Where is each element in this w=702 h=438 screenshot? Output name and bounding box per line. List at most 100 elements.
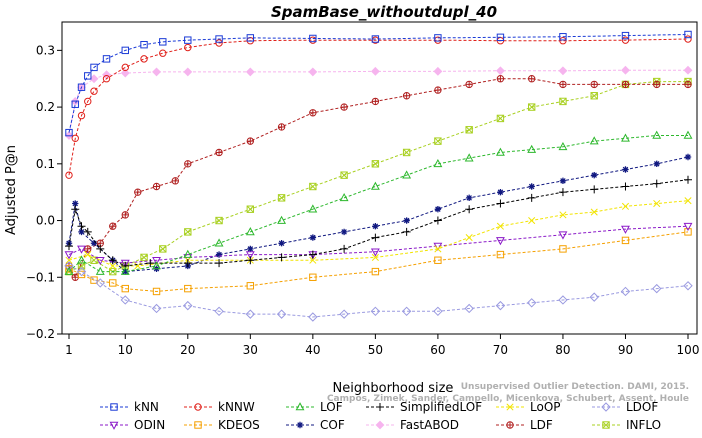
x-tick-label-10: 10	[118, 343, 133, 357]
series-simplifiedlof-point-15	[402, 227, 411, 236]
series-ldof-point-2	[95, 278, 105, 288]
series-cof-point-21	[622, 166, 629, 173]
series-cof-point-1	[72, 200, 79, 207]
series-fastabod-point-10	[370, 66, 380, 76]
series-cof-point-17	[497, 188, 504, 196]
series-lof-point-5	[183, 249, 193, 258]
series-fastabod-point-12	[495, 66, 505, 76]
series-knn-point-13	[371, 35, 380, 43]
legend-item-kdeos: KDEOS	[184, 418, 260, 432]
series-ldf-point-8	[171, 177, 179, 185]
series-knnw	[65, 35, 692, 179]
series-ldf-point-19	[496, 75, 505, 83]
series-cof-point-16	[465, 194, 473, 202]
series-ldof-point-17	[558, 295, 568, 305]
legend-item-lof-marker	[295, 402, 305, 411]
series-ldof-point-18	[589, 292, 599, 302]
series-kdeos-point-5	[152, 287, 161, 296]
series-ldof-point-0	[64, 261, 74, 271]
series-knn-point-11	[246, 34, 255, 42]
series-fastabod-point-7	[183, 67, 193, 77]
series-kdeos-point-1	[77, 270, 86, 279]
legend-item-cof: COF	[286, 418, 345, 432]
series-ldf-point-6	[134, 188, 142, 196]
x-tick-label-50: 50	[368, 343, 383, 357]
legend-item-kdeos-label: KDEOS	[218, 418, 260, 432]
series-ldf-point-10	[215, 148, 223, 157]
series-inflo-point-16	[465, 126, 473, 134]
series-loop-point-8	[434, 245, 442, 253]
x-tick-label-1: 1	[65, 343, 73, 357]
series-lof-point-21	[683, 130, 693, 139]
series-simplifiedlof-point-16	[433, 216, 442, 225]
series-ldof-point-15	[495, 300, 506, 311]
series-simplifiedlof-point-3	[83, 227, 92, 236]
legend-item-simplifiedlof-marker	[376, 403, 384, 411]
series-ldf-point-24	[653, 80, 661, 89]
series-kdeos-point-7	[246, 282, 255, 290]
series-fastabod-point-13	[558, 66, 568, 76]
series-inflo-point-11	[309, 182, 317, 191]
series-ldf-point-23	[621, 80, 630, 89]
legend-item-cof-label: COF	[320, 418, 345, 432]
series-ldof-point-21	[683, 281, 693, 291]
series-knnw-point-17	[621, 36, 630, 44]
series-knn-point-3	[84, 72, 92, 80]
series-knn-point-16	[559, 33, 567, 41]
y-axis-label: Adjusted P@n	[4, 145, 19, 235]
series-knn-point-4	[90, 63, 98, 72]
series-inflo-point-19	[559, 97, 567, 106]
series-odin-point-0	[64, 251, 74, 260]
series-loop-point-14	[621, 202, 630, 210]
series-ldf-point-17	[434, 86, 442, 94]
series-odin-line	[68, 225, 689, 264]
series-loop-point-2	[109, 262, 117, 270]
series-lof-line	[68, 135, 688, 273]
series-simplifiedlof-point-17	[465, 205, 474, 214]
legend-item-fastabod-marker	[375, 420, 385, 430]
legend-item-knnw: kNNW	[184, 400, 255, 414]
series-knn-point-18	[684, 30, 692, 39]
series-inflo-point-18	[527, 103, 536, 111]
y-tick-label-4: 0.2	[36, 100, 55, 114]
series-fastabod-point-6	[152, 67, 161, 77]
series-inflo-point-13	[371, 160, 380, 168]
series-simplifiedlof-point-11	[277, 253, 286, 262]
series-knn-point-6	[121, 46, 129, 55]
series-knn-point-14	[434, 34, 442, 42]
legend-item-odin-marker	[109, 421, 119, 430]
series-knnw-point-0	[65, 171, 73, 179]
series-cof-point-9	[247, 245, 254, 253]
series-inflo-point-6	[159, 245, 167, 253]
series-lof-point-3	[120, 266, 130, 275]
series-inflo-point-17	[496, 114, 505, 123]
series-lof-point-15	[495, 147, 505, 156]
series-simplifiedlof-point-0	[65, 242, 73, 251]
series-loop-point-7	[371, 253, 379, 261]
watermark-line-1: Unsupervised Outlier Detection. DAMI, 20…	[461, 382, 689, 392]
series-ldof-point-8	[276, 309, 287, 319]
series-ldof-point-4	[151, 303, 162, 314]
series-kdeos-point-9	[371, 267, 380, 276]
legend-item-fastabod: FastABOD	[366, 418, 459, 432]
series-lof-point-20	[652, 130, 662, 139]
legend-item-odin: ODIN	[100, 418, 165, 432]
series-ldf-point-15	[371, 97, 380, 106]
series-cof-point-12	[340, 228, 348, 236]
series-lof-point-0	[64, 266, 74, 275]
series-kdeos-point-6	[184, 284, 192, 293]
x-tick-label-100: 100	[677, 343, 700, 357]
series-ldf-point-25	[684, 80, 692, 89]
x-tick-label-60: 60	[430, 343, 445, 357]
series-odin-point-8	[370, 248, 380, 257]
legend-item-inflo-label: INFLO	[626, 418, 661, 432]
series-ldf-point-20	[527, 75, 536, 83]
legend-item-lof: LOF	[286, 400, 343, 414]
series-lof-point-10	[339, 193, 349, 202]
series-odin-point-4	[152, 256, 161, 266]
watermark-line-2: Campos, Zimek, Sander, Campello, Micenko…	[327, 394, 689, 404]
series-lof-point-2	[95, 266, 105, 275]
series-simplifiedlof-point-2	[77, 222, 86, 231]
series-lof-point-17	[558, 141, 568, 151]
